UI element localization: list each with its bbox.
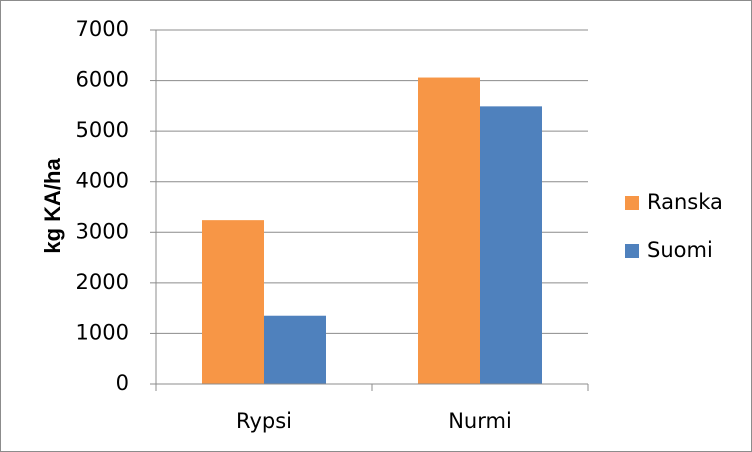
y-axis-label: kg KA/ha [40,158,65,254]
legend-swatch-suomi [625,244,639,258]
y-tick-label: 2000 [76,270,129,294]
bar-ranska-rypsi [202,220,264,384]
bar-ranska-nurmi [418,77,480,384]
y-tick-label: 4000 [76,169,129,193]
legend-swatch-ranska [625,196,639,210]
y-axis-ticks: 0 1000 2000 3000 4000 5000 6000 7000 [76,17,156,395]
y-tick-label: 7000 [76,17,129,41]
category-labels: Rypsi Nurmi [236,409,512,433]
bar-suomi-nurmi [480,106,542,384]
y-tick-label: 5000 [76,118,129,142]
legend-label-suomi: Suomi [647,238,713,262]
bar-suomi-rypsi [264,315,326,384]
bars [202,77,542,384]
legend: Ranska Suomi [625,190,723,262]
y-tick-label: 6000 [76,68,129,92]
legend-label-ranska: Ranska [647,190,723,214]
x-category-label: Nurmi [448,409,512,433]
axes [155,30,589,391]
y-tick-label: 0 [116,371,129,395]
y-tick-label: 3000 [76,219,129,243]
x-category-label: Rypsi [236,409,292,433]
y-tick-label: 1000 [76,320,129,344]
